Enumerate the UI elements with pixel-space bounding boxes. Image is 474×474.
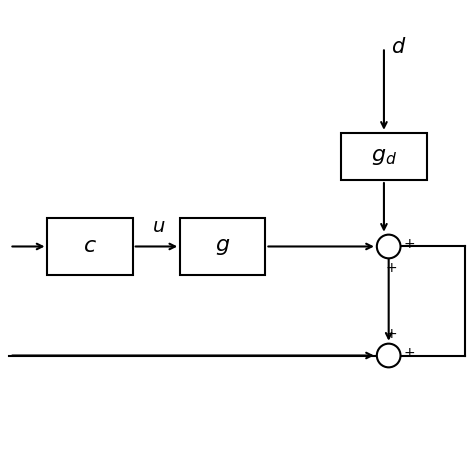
- FancyBboxPatch shape: [341, 133, 427, 180]
- Text: $+$: $+$: [403, 237, 415, 251]
- Text: $g_d$: $g_d$: [371, 146, 397, 167]
- FancyBboxPatch shape: [180, 218, 265, 275]
- Text: $c$: $c$: [83, 236, 97, 257]
- Text: $+$: $+$: [403, 346, 415, 360]
- FancyBboxPatch shape: [47, 218, 133, 275]
- Text: $g$: $g$: [215, 236, 230, 257]
- Circle shape: [377, 235, 401, 258]
- Circle shape: [377, 344, 401, 367]
- Text: $+$: $+$: [385, 327, 397, 341]
- Text: $+$: $+$: [385, 261, 397, 275]
- Text: $u$: $u$: [152, 218, 165, 236]
- Text: $d$: $d$: [391, 37, 406, 57]
